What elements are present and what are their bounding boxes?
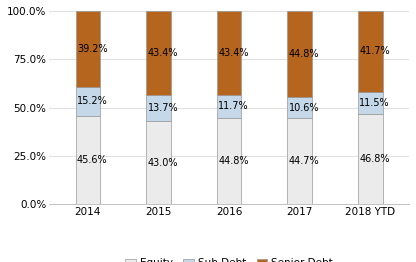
Text: 44.8%: 44.8% bbox=[218, 156, 249, 166]
Bar bbox=[217, 11, 241, 95]
Bar bbox=[217, 95, 241, 118]
Text: 44.8%: 44.8% bbox=[289, 49, 319, 59]
Text: 43.4%: 43.4% bbox=[148, 48, 178, 58]
Text: 39.2%: 39.2% bbox=[77, 44, 108, 54]
Text: 41.7%: 41.7% bbox=[359, 46, 390, 56]
Text: 43.4%: 43.4% bbox=[218, 48, 249, 58]
Bar bbox=[146, 11, 171, 95]
Text: 46.8%: 46.8% bbox=[359, 154, 390, 164]
Bar bbox=[358, 92, 383, 114]
Bar bbox=[146, 121, 171, 204]
Text: 11.7%: 11.7% bbox=[218, 101, 249, 111]
Bar bbox=[76, 87, 100, 116]
Legend: Equity, Sub Debt, Senior Debt: Equity, Sub Debt, Senior Debt bbox=[121, 254, 337, 262]
Bar bbox=[287, 11, 312, 97]
Bar bbox=[217, 118, 241, 204]
Text: 44.7%: 44.7% bbox=[289, 156, 319, 166]
Bar bbox=[358, 114, 383, 204]
Text: 15.2%: 15.2% bbox=[77, 96, 108, 106]
Text: 45.6%: 45.6% bbox=[77, 155, 108, 165]
Bar bbox=[358, 11, 383, 92]
Text: 43.0%: 43.0% bbox=[148, 158, 178, 168]
Text: 10.6%: 10.6% bbox=[289, 103, 319, 113]
Bar bbox=[287, 97, 312, 118]
Bar bbox=[146, 95, 171, 121]
Text: 13.7%: 13.7% bbox=[148, 103, 178, 113]
Bar bbox=[287, 118, 312, 204]
Bar bbox=[76, 11, 100, 87]
Text: 11.5%: 11.5% bbox=[359, 98, 390, 108]
Bar bbox=[76, 116, 100, 204]
